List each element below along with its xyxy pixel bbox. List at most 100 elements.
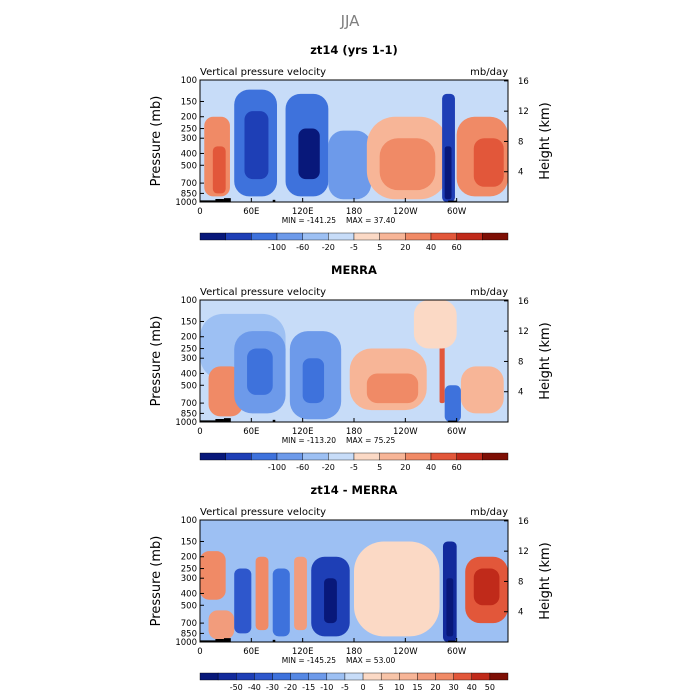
colorbar-swatch [482, 232, 509, 241]
contour-cell [444, 385, 461, 422]
topography-block [200, 200, 226, 202]
colorbar-swatch [328, 452, 355, 461]
x-tick-label: 120W [393, 647, 418, 657]
colorbar-swatch [453, 672, 472, 681]
x-tick-label: 120E [292, 647, 314, 657]
colorbar-swatch [405, 452, 432, 461]
contour-cell [255, 556, 269, 631]
contour-cell [200, 551, 226, 600]
colorbar-swatch [251, 452, 278, 461]
contour-cell [294, 556, 307, 631]
y-tick-label: 250 [181, 345, 197, 355]
colorbar-swatch [482, 452, 509, 461]
y-tick-label: 500 [181, 161, 197, 171]
panel-title: zt14 - MERRA [311, 483, 398, 497]
colorbar-swatch [276, 232, 303, 241]
panel-3: zt14 - MERRA Vertical pressure velocity mb… [149, 483, 553, 692]
colorbar-swatch [456, 452, 483, 461]
x-tick-label: 60W [447, 647, 467, 657]
colorbar-label: 10 [394, 683, 404, 692]
contour-cell [328, 130, 372, 200]
x-tick-label: 0 [197, 207, 202, 217]
y-tick-label: 1000 [175, 638, 197, 648]
min-label: MIN = -145.25 [282, 656, 337, 665]
contour-cell [460, 366, 504, 414]
colorbar-swatch [380, 672, 400, 681]
panel-title: MERRA [331, 263, 377, 277]
colorbar-swatch [379, 452, 406, 461]
colorbar-swatch [225, 232, 252, 241]
colorbar-swatch [290, 672, 309, 681]
x-tick-label: 60E [243, 647, 259, 657]
colorbar-swatch [199, 452, 226, 461]
colorbar-label: -5 [350, 243, 358, 252]
y2-tick-label: 8 [518, 357, 523, 367]
max-label: MAX = 53.00 [346, 656, 395, 665]
colorbar-label: 40 [426, 243, 436, 252]
y-tick-label: 850 [181, 189, 197, 199]
x-tick-label: 60W [447, 427, 467, 437]
colorbar-swatch [302, 452, 329, 461]
y-tick-label: 300 [181, 134, 197, 144]
colorbar-swatch [399, 672, 418, 681]
colorbar-label: -5 [341, 683, 349, 692]
contour-cell [446, 578, 454, 637]
topography-block [448, 640, 457, 642]
y-tick-label: 100 [181, 516, 197, 526]
colorbar-label: -50 [230, 683, 243, 692]
colorbar-swatch [471, 672, 491, 681]
y-tick-label: 100 [181, 76, 197, 86]
y-tick-label: 500 [181, 381, 197, 391]
colorbar-label: 20 [400, 243, 410, 252]
colorbar-swatch [254, 672, 273, 681]
topography-block [215, 199, 224, 202]
topography-block [448, 420, 457, 422]
min-label: MIN = -141.25 [282, 216, 337, 225]
colorbar-swatch [430, 232, 457, 241]
contour-cell [247, 348, 273, 395]
y-tick-label: 300 [181, 354, 197, 364]
y2-tick-label: 8 [518, 137, 523, 147]
contour-cell [444, 146, 452, 200]
colorbar-swatch [217, 672, 237, 681]
topography-block [272, 199, 276, 202]
colorbar-label: -60 [296, 463, 309, 472]
y-tick-label: 200 [181, 113, 197, 123]
y-axis-label: Pressure (mb) [149, 536, 164, 627]
y-axis-label: Pressure (mb) [149, 96, 164, 187]
colorbar-swatch [199, 232, 226, 241]
contour-cell [208, 610, 235, 640]
right-string: mb/day [470, 507, 508, 518]
y-tick-label: 150 [181, 537, 197, 547]
topography-block [215, 419, 224, 422]
colorbar-label: -20 [284, 683, 297, 692]
colorbar-swatch [225, 452, 252, 461]
colorbar-label: -100 [268, 463, 286, 472]
topography-block [223, 638, 231, 642]
panels: zt14 (yrs 1-1) Vertical pressure velocity… [149, 43, 553, 692]
y-tick-label: 850 [181, 629, 197, 639]
topography-block [223, 198, 231, 202]
y-tick-label: 700 [181, 619, 197, 629]
y2-tick-label: 4 [518, 608, 523, 618]
colorbar-label: 20 [430, 683, 440, 692]
topography-block [215, 639, 224, 642]
y-tick-label: 700 [181, 179, 197, 189]
y2-axis-label: Height (km) [538, 542, 553, 619]
right-string: mb/day [470, 287, 508, 298]
colorbar-swatch [353, 232, 380, 241]
colorbar-swatch [199, 672, 219, 681]
left-string: Vertical pressure velocity [200, 507, 326, 518]
contour-cell [366, 373, 419, 404]
y-tick-label: 200 [181, 553, 197, 563]
panel-title: zt14 (yrs 1-1) [310, 43, 398, 57]
panel-1: zt14 (yrs 1-1) Vertical pressure velocity… [149, 43, 553, 252]
x-tick-label: 0 [197, 647, 202, 657]
x-tick-label: 180 [346, 207, 362, 217]
panel-2: MERRA Vertical pressure velocity mb/day 100… [149, 263, 553, 472]
colorbar-label: 50 [485, 683, 495, 692]
y-tick-label: 150 [181, 317, 197, 327]
topography-block [272, 639, 276, 642]
colorbar-label: -15 [302, 683, 315, 692]
